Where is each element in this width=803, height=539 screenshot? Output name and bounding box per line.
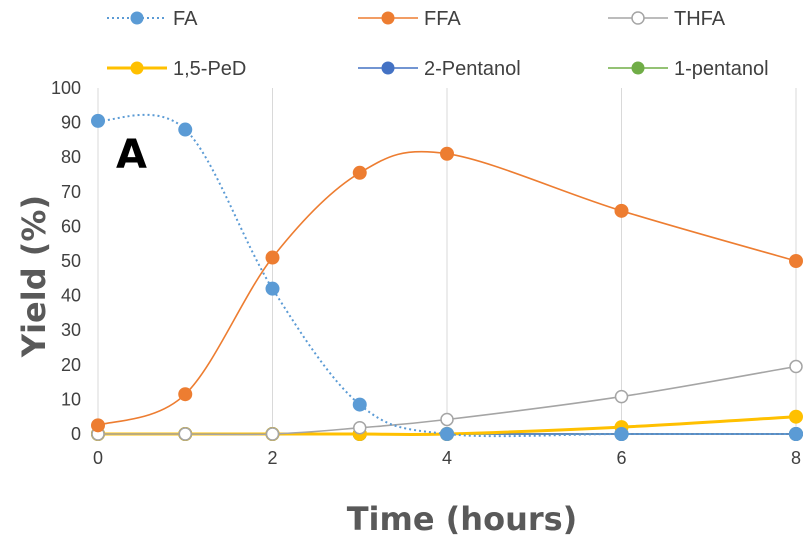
y-tick-label: 70 xyxy=(61,182,81,202)
data-point-thfa xyxy=(178,427,192,441)
x-tick-label: 4 xyxy=(442,448,452,468)
y-axis-title: Yield (%) xyxy=(15,195,53,358)
data-point-thfa xyxy=(353,421,367,435)
data-point-thfa xyxy=(614,389,629,404)
data-point-ffa xyxy=(265,250,280,265)
grid xyxy=(272,88,797,434)
y-tick-label: 10 xyxy=(61,389,81,409)
x-tick-label: 8 xyxy=(791,448,801,468)
data-point-fa xyxy=(178,122,193,137)
data-point-1-5-ped xyxy=(789,409,803,424)
legend-marker xyxy=(130,61,144,75)
data-point-ffa xyxy=(789,254,803,268)
x-tick-label: 2 xyxy=(267,448,277,468)
legend-entry-1-5-ped: 1,5-PeD xyxy=(107,58,246,80)
data-point-fa xyxy=(265,281,280,296)
data-point-thfa xyxy=(440,412,454,427)
series-fa xyxy=(91,113,803,441)
data-point-fa xyxy=(440,427,454,441)
legend-label: 2-Pentanol xyxy=(424,58,521,80)
series-layer xyxy=(91,113,803,441)
y-tick-label: 30 xyxy=(61,320,81,340)
legend-marker xyxy=(631,11,645,25)
legend-label: 1-pentanol xyxy=(674,58,769,80)
series-thfa xyxy=(91,359,803,441)
panel-label: A xyxy=(116,132,147,178)
x-tick-label: 0 xyxy=(93,448,103,468)
y-tick-label: 100 xyxy=(51,78,81,98)
data-point-ffa xyxy=(614,203,629,218)
legend-entry-1-pentanol: 1-pentanol xyxy=(608,58,769,80)
y-tick-label: 20 xyxy=(61,355,81,375)
y-tick-label: 60 xyxy=(61,216,81,236)
legend-label: FA xyxy=(173,8,198,30)
data-point-ffa xyxy=(91,418,105,433)
legend-entry-ffa: FFA xyxy=(358,8,461,30)
series-ffa xyxy=(91,146,803,433)
legend-marker xyxy=(130,11,144,25)
data-point-ffa xyxy=(352,165,367,180)
y-tick-label: 50 xyxy=(61,251,81,271)
data-point-thfa xyxy=(265,427,280,441)
legend-label: THFA xyxy=(674,8,726,30)
legend-entry-fa: FA xyxy=(107,8,198,30)
data-point-fa xyxy=(614,427,629,441)
data-point-ffa xyxy=(440,146,454,161)
legend-label: 1,5-PeD xyxy=(173,58,246,80)
x-tick-label: 6 xyxy=(616,448,626,468)
legend: FA FFA THFA 1,5-PeD 2-Pentanol 1-pentanol xyxy=(107,8,769,80)
data-point-thfa xyxy=(789,359,803,374)
data-point-ffa xyxy=(178,387,193,402)
x-axis-title: Time (hours) xyxy=(347,500,578,538)
legend-marker xyxy=(381,61,395,75)
y-tick-label: 40 xyxy=(61,286,81,306)
data-point-fa xyxy=(91,113,105,128)
legend-marker xyxy=(381,11,395,25)
legend-label: FFA xyxy=(424,8,461,30)
data-point-fa xyxy=(789,427,803,441)
data-point-fa xyxy=(352,397,367,412)
legend-entry-thfa: THFA xyxy=(608,8,726,30)
y-tick-label: 0 xyxy=(71,424,81,444)
legend-marker xyxy=(631,61,645,75)
legend-entry-2-pentanol: 2-Pentanol xyxy=(358,58,521,80)
y-tick-label: 80 xyxy=(61,147,81,167)
y-tick-label: 90 xyxy=(61,113,81,133)
